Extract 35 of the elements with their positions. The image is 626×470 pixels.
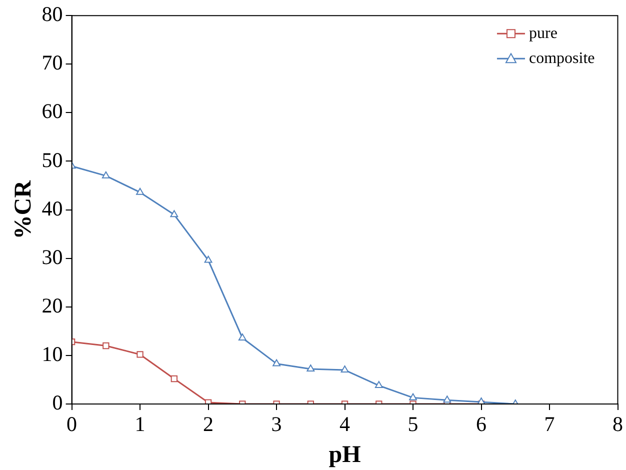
point [136, 351, 144, 358]
point [170, 375, 178, 382]
x-tick-label: 6 [476, 412, 487, 436]
y-tick-label: 20 [42, 293, 63, 318]
x-tick-label: 4 [340, 412, 351, 436]
y-tick-label: 0 [52, 390, 63, 415]
x-axis-title: pH [328, 442, 362, 468]
point [272, 359, 280, 366]
point [102, 342, 110, 350]
x-tick-label: 2 [203, 412, 214, 436]
point [170, 210, 178, 218]
y-tick-label: 30 [42, 244, 63, 269]
point [306, 364, 315, 372]
point [374, 381, 383, 388]
y-tick-label: 60 [42, 99, 63, 124]
point [443, 396, 452, 403]
point [238, 333, 246, 340]
x-tick-label: 3 [271, 412, 282, 436]
y-tick-label: 50 [42, 148, 63, 172]
x-tick-label: 7 [544, 412, 555, 436]
point [102, 171, 110, 178]
y-tick-label: 80 [42, 2, 63, 26]
point [204, 256, 212, 263]
y-tick-label: 10 [42, 342, 63, 366]
x-tick-label: 8 [612, 412, 623, 436]
point [136, 188, 144, 195]
y-tick-label: 40 [42, 196, 63, 220]
legend-label: pure [528, 24, 558, 42]
legend-label: composite [528, 50, 595, 67]
point [409, 393, 417, 400]
y-tick-label: 70 [42, 50, 63, 75]
x-tick-label: 5 [408, 412, 418, 436]
y-axis-title: %CR [10, 180, 37, 240]
x-tick-label: 1 [134, 412, 146, 436]
point [340, 366, 349, 373]
